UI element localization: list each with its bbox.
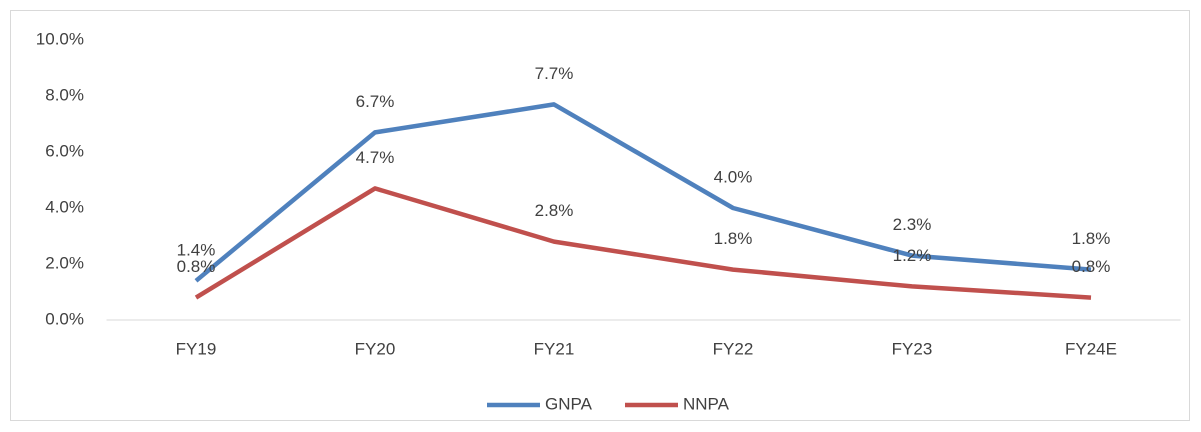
data-label: 6.7% [356,92,395,111]
x-tick-label: FY24E [1065,339,1117,358]
data-label: 1.8% [1072,229,1111,248]
x-tick-label: FY19 [176,339,217,358]
x-tick-label: FY21 [534,339,575,358]
data-label: 2.8% [535,201,574,220]
y-tick-label: 2.0% [45,253,84,272]
legend-label: GNPA [545,394,593,413]
data-label: 2.3% [893,215,932,234]
y-tick-label: 0.0% [45,309,84,328]
x-tick-label: FY20 [355,339,396,358]
legend-label: NNPA [683,394,730,413]
x-tick-label: FY23 [892,339,933,358]
chart-border [10,10,1190,421]
y-tick-label: 6.0% [45,141,84,160]
data-label: 7.7% [535,64,574,83]
data-label: 0.8% [1072,257,1111,276]
data-label: 1.2% [893,246,932,265]
series-line [194,102,1092,283]
y-tick-label: 10.0% [36,29,84,48]
data-label: 1.8% [714,229,753,248]
series-line [194,186,1092,300]
data-label: 4.7% [356,148,395,167]
y-tick-label: 8.0% [45,85,84,104]
data-label: 0.8% [177,257,216,276]
y-tick-label: 4.0% [45,197,84,216]
x-tick-label: FY22 [713,339,754,358]
data-label: 1.4% [177,240,216,259]
data-label: 4.0% [714,167,753,186]
